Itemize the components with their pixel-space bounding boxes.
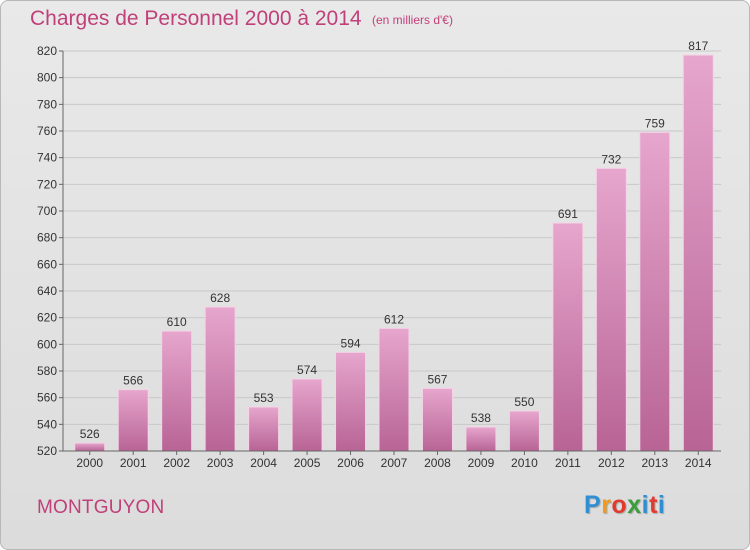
data-label-2001: 566 <box>123 374 143 388</box>
y-tick-label: 780 <box>37 97 57 111</box>
data-label-2012: 732 <box>601 152 621 166</box>
bars <box>74 54 714 452</box>
data-label-2007: 612 <box>384 312 404 326</box>
y-tick-label: 740 <box>37 151 57 165</box>
bar-2013 <box>639 131 671 452</box>
logo-letter: o <box>611 491 628 519</box>
data-label-2006: 594 <box>341 336 361 350</box>
bar-2007 <box>378 327 410 452</box>
bar-2001 <box>117 389 149 452</box>
chart-title: Charges de Personnel 2000 à 2014 <box>30 7 362 30</box>
x-tick-label: 2000 <box>76 456 103 470</box>
logo-letter: P <box>584 491 602 519</box>
bar-2012 <box>595 167 627 452</box>
y-tick-label: 680 <box>37 231 57 245</box>
data-label-2014: 817 <box>688 39 708 53</box>
data-label-2013: 759 <box>645 116 665 130</box>
chart-unit: (en milliers d'€) <box>372 13 453 27</box>
y-tick-label: 640 <box>37 284 57 298</box>
data-label-2008: 567 <box>427 372 447 386</box>
commune-name: MONTGUYON <box>37 497 165 518</box>
y-tick-label: 580 <box>37 364 57 378</box>
x-tick-label: 2010 <box>511 456 538 470</box>
bar-2002 <box>161 330 193 452</box>
x-tick-label: 2007 <box>381 456 408 470</box>
logo-letter: i <box>641 491 650 519</box>
tick-labels: 520 540 560 580 600 620 640 660 680 700 720 740 760 7… <box>37 39 712 470</box>
y-tick-label: 540 <box>37 417 57 431</box>
x-tick-label: 2009 <box>468 456 495 470</box>
x-tick-label: 2005 <box>294 456 321 470</box>
data-label-2002: 610 <box>167 315 187 329</box>
axes <box>59 50 721 455</box>
logo-letter: t <box>649 491 658 519</box>
x-tick-label: 2004 <box>250 456 277 470</box>
bar-2010 <box>508 410 540 452</box>
bar-2005 <box>291 378 323 452</box>
y-tick-label: 560 <box>37 391 57 405</box>
data-label-2010: 550 <box>514 395 534 409</box>
data-label-2011: 691 <box>558 207 578 221</box>
x-tick-label: 2002 <box>163 456 190 470</box>
x-tick-label: 2008 <box>424 456 451 470</box>
x-tick-label: 2006 <box>337 456 364 470</box>
bar-2003 <box>204 306 236 452</box>
data-label-2000: 526 <box>80 427 100 441</box>
logo-letter: i <box>657 491 666 519</box>
data-label-2009: 538 <box>471 411 491 425</box>
bar-2009 <box>465 426 497 452</box>
x-tick-label: 2003 <box>207 456 234 470</box>
y-tick-label: 660 <box>37 257 57 271</box>
x-tick-label: 2011 <box>555 456 581 470</box>
y-tick-label: 800 <box>37 71 57 85</box>
y-tick-label: 820 <box>37 44 57 58</box>
data-label-2003: 628 <box>210 291 230 305</box>
bar-2006 <box>335 351 367 452</box>
bar-2014 <box>682 54 714 452</box>
y-tick-label: 520 <box>37 444 57 458</box>
y-tick-label: 720 <box>37 177 57 191</box>
bar-2004 <box>248 406 280 452</box>
data-label-2004: 553 <box>254 391 274 405</box>
bar-2008 <box>421 387 453 452</box>
y-tick-label: 760 <box>37 124 57 138</box>
bar-2011 <box>552 222 584 452</box>
bar-2000 <box>74 442 106 452</box>
y-tick-label: 620 <box>37 311 57 325</box>
y-tick-label: 600 <box>37 337 57 351</box>
y-tick-label: 700 <box>37 204 57 218</box>
logo-letter: x <box>627 491 642 519</box>
x-tick-label: 2013 <box>641 456 668 470</box>
x-tick-label: 2014 <box>685 456 712 470</box>
data-label-2005: 574 <box>297 363 317 377</box>
x-tick-label: 2001 <box>120 456 147 470</box>
x-tick-label: 2012 <box>598 456 625 470</box>
proxiti-logo: Proxiti <box>584 491 665 520</box>
logo-letter: r <box>601 491 612 519</box>
